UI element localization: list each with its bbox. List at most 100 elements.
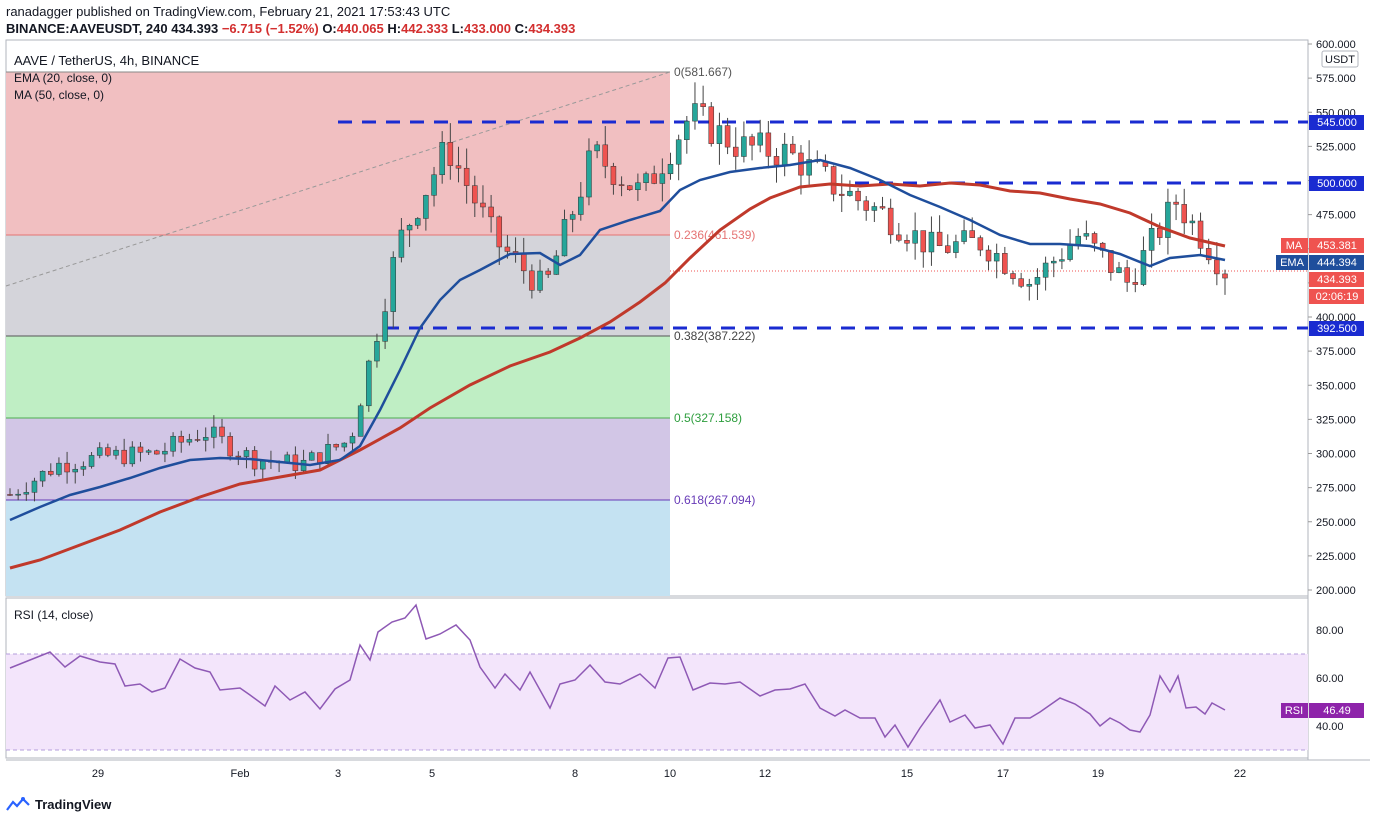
candle-body [806,159,812,176]
rsi-value: 46.49 [1323,705,1351,717]
candle-body [667,163,674,175]
candle-body [31,480,38,493]
candle-body [80,466,87,470]
ma-value-badge [1309,238,1364,253]
candle-body [366,360,372,407]
date-tick-label: 19 [1092,768,1104,780]
rsi-name-badge [1281,703,1308,718]
fib-zone-0-236 [6,72,670,235]
ma-name: MA [1286,240,1303,252]
date-tick-label: 8 [572,768,578,780]
price-tick-label: 275.000 [1316,483,1356,495]
level-545-badge [1309,115,1364,130]
fib-label-618: 0.618(267.094) [674,493,755,507]
ema-legend[interactable]: EMA (20, close, 0) [14,71,112,85]
rsi-band [6,654,1308,750]
rsi-line [9,603,1226,749]
price-tick-label: 325.000 [1316,414,1356,426]
candle-body [1140,250,1147,285]
tradingview-logo[interactable]: TradingView [6,796,111,812]
rsi-axis[interactable]: 80.00 60.00 40.00 [1316,625,1344,733]
candle-body [1205,248,1212,261]
ema-name: EMA [1280,257,1305,269]
candle-body [1108,250,1114,273]
candle-body [23,492,30,495]
candle-body [724,125,731,148]
rsi-name: RSI [1285,705,1303,717]
candle-body [235,455,242,458]
candle-body [561,219,568,257]
date-tick-label: 29 [92,768,104,780]
price-tick-label: 475.000 [1316,210,1356,222]
candle-body [757,132,763,146]
price-tick-label: 300.000 [1316,449,1356,461]
fib-zone-236-382 [6,235,670,336]
high-label: H: [387,21,402,36]
candle-body [202,437,209,441]
level-392-badge [1309,321,1364,336]
candle-body [741,136,747,157]
candle-body [1042,262,1049,278]
candle-body [643,173,649,183]
candle-body [1002,253,1008,274]
candle-body [847,190,853,196]
ema-value: 444.394 [1317,257,1357,269]
date-tick-label: 3 [335,768,341,780]
candle-body [170,435,176,452]
rsi-legend[interactable]: RSI (14, close) [14,608,93,622]
ma-name-badge [1281,238,1308,253]
candle-body [1091,233,1098,244]
ema-name-badge [1276,255,1308,270]
candle-body [1067,245,1073,260]
tradingview-brand: TradingView [35,796,112,812]
candle-body [1157,228,1163,238]
candle-body [1173,201,1179,205]
candle-body [569,214,576,220]
candle-body [374,341,380,362]
candle-body [64,462,70,473]
level-545-value: 545.000 [1317,117,1357,129]
publish-text: ranadagger published on TradingView.com,… [6,4,451,19]
candle-body [1165,201,1171,238]
candle-body [480,202,486,208]
fib-trend-line [5,71,671,287]
candle-body [985,249,992,262]
level-500-badge [1309,176,1364,191]
candle-body [1181,204,1187,224]
candle-body [390,257,397,312]
candlestick-series [7,82,1228,502]
timer-badge [1309,289,1364,304]
candle-body [977,237,984,251]
low-label: L: [451,21,465,36]
price-tick-label: 575.000 [1316,73,1356,85]
candle-body [455,165,462,169]
candle-body [765,132,772,157]
candle-body [341,442,348,448]
candle-body [96,447,103,456]
candle-body [618,184,625,186]
date-tick-label: 17 [997,768,1009,780]
candle-body [961,230,967,242]
candle-body [414,218,421,226]
low-value: 433.000 [464,21,512,36]
time-axis[interactable]: 29 Feb 3 5 8 10 12 15 17 19 22 [92,768,1246,780]
candle-body [333,444,339,448]
close-value: 434.393 [528,21,576,36]
candle-body [308,452,315,461]
price-tick-label: 250.000 [1316,517,1356,529]
candle-body [145,450,152,453]
rsi-tick-label: 60.00 [1316,673,1344,685]
candle-body [1018,278,1024,287]
candle-body [1197,220,1204,249]
date-tick-label: 22 [1234,768,1246,780]
chart-legend-title: AAVE / TetherUS, 4h, BINANCE [14,53,200,68]
candle-body [472,185,478,204]
ma-legend[interactable]: MA (50, close, 0) [14,88,104,102]
candle-body [1010,273,1016,279]
candle-body [790,143,796,154]
candle-body [56,462,62,475]
open-value: 440.065 [336,21,384,36]
candle-body [896,234,902,241]
candle-body [1189,220,1196,224]
